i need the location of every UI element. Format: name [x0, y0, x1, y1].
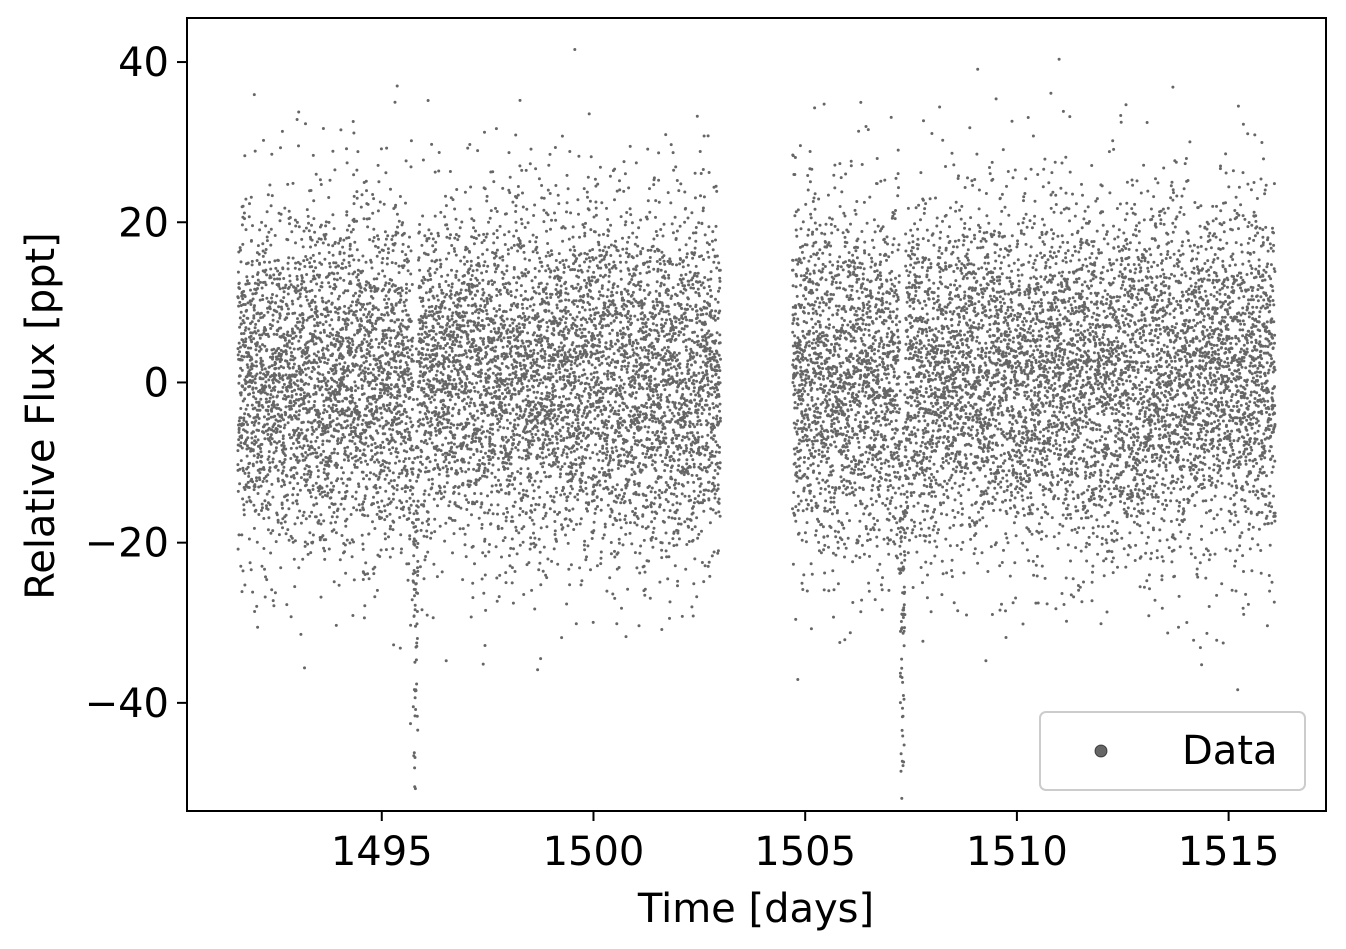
- data-points: [236, 48, 1277, 800]
- legend: Data: [1039, 711, 1306, 791]
- x-axis-label: Time [days]: [637, 886, 874, 932]
- plot-frame: [186, 17, 1327, 812]
- x-tick-label: 1495: [331, 829, 433, 875]
- legend-marker: [1094, 744, 1108, 758]
- y-axis-label: Relative Flux [ppt]: [18, 232, 64, 600]
- data-series-points: [236, 48, 1277, 800]
- x-tick-label: 1500: [543, 829, 645, 875]
- y-tick-label: −40: [85, 681, 169, 727]
- y-tick-label: 40: [118, 40, 169, 86]
- legend-box: [1039, 711, 1306, 791]
- x-tick-label: 1510: [966, 829, 1068, 875]
- y-tick-label: 20: [118, 200, 169, 246]
- plot-area: [187, 18, 1326, 811]
- y-axis-ticks: −40 −20 0 20 40: [85, 40, 187, 727]
- x-axis-ticks: 1495 1500 1505 1510 1515: [331, 811, 1280, 875]
- x-tick-label: 1505: [754, 829, 856, 875]
- y-tick-label: 0: [144, 360, 169, 406]
- legend-label-data: Data: [1182, 728, 1278, 774]
- x-tick-label: 1515: [1178, 829, 1280, 875]
- y-tick-label: −20: [85, 521, 169, 567]
